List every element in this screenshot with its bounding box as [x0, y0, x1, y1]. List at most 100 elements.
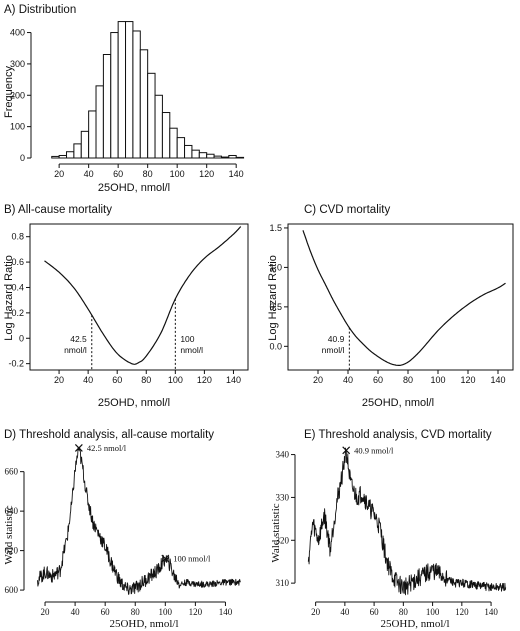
panel-b-x-tick-label: 120	[197, 375, 212, 385]
threshold-label-value: 100	[180, 334, 194, 344]
panel-d-y-tick-label: 620	[5, 546, 19, 556]
threshold-label-unit: nmol/l	[322, 345, 345, 355]
panel-e-title: E) Threshold analysis, CVD mortality	[304, 429, 492, 441]
peak-marker-x	[161, 554, 170, 563]
panel-a-title: A) Distribution	[4, 4, 76, 16]
panel-b-y-tick-label: 0.4	[11, 282, 24, 292]
panel-b-y-tick-label: 0.8	[11, 232, 24, 242]
threshold-label-value: 40.9	[328, 334, 345, 344]
panel-e-x-tick-label: 100	[426, 607, 440, 617]
panel-c-cvd-mortality: C) CVD mortality 20 40 60 80 100 120 140 0.0 0.5…	[267, 204, 514, 409]
panel-b-all-cause-mortality: B) All-cause mortality 20 40 60 80 100 120 140…	[3, 204, 249, 409]
peak-marker-label: 40.9 nmol/l	[354, 445, 394, 455]
panel-e-y-tick-label: 320	[276, 535, 290, 545]
panel-c-title: C) CVD mortality	[304, 204, 391, 216]
panel-c-x-tick-label: 80	[403, 375, 413, 385]
panel-e-threshold-cvd: E) Threshold analysis, CVD mortality 20 4…	[270, 429, 507, 630]
panel-d-y-tick-label: 640	[5, 506, 19, 516]
panel-e-x-tick-label: 60	[370, 607, 380, 617]
peak-marker-x	[74, 444, 83, 452]
panel-e-x-tick-label: 80	[399, 607, 409, 617]
threshold-label-unit: nmol/l	[64, 345, 87, 355]
panel-c-y-tick-label: 0.0	[269, 341, 282, 351]
histogram-bar	[139, 49, 149, 159]
panel-d-x-tick-label: 60	[101, 607, 111, 617]
histogram-bar	[206, 153, 215, 159]
panel-c-x-tick-label: 20	[313, 375, 323, 385]
panel-e-x-tick-label: 120	[455, 607, 469, 617]
panel-d-y-tick-label: 600	[5, 585, 19, 595]
panel-e-x-tick-label: 140	[484, 607, 498, 617]
panel-b-x-tick-label: 100	[168, 375, 183, 385]
histogram-bar	[73, 143, 82, 159]
panel-b-title: B) All-cause mortality	[4, 204, 112, 216]
panel-a-y-tick-label: 100	[10, 122, 25, 132]
histogram-bar	[132, 30, 141, 159]
panel-a-xlabel: 25OHD, nmol/l	[98, 182, 170, 194]
panel-e-curve	[307, 447, 507, 596]
panel-b-y-tick-label: -0.2	[8, 359, 24, 369]
panel-d-curve	[37, 446, 241, 595]
histogram-bar	[169, 127, 178, 159]
peak-marker-label: 100 nmol/l	[173, 554, 211, 564]
panel-e-y-tick-label: 330	[276, 492, 290, 502]
panel-a-x-tick-label: 120	[199, 169, 214, 179]
histogram-bar	[191, 149, 200, 159]
histogram-bar	[95, 85, 104, 159]
histogram-bar	[198, 152, 208, 159]
panel-d-ylabel: Wald statistic	[3, 505, 15, 564]
histogram-bar	[66, 151, 75, 159]
panel-c-plot-frame	[287, 223, 514, 371]
panel-b-x-tick-label: 60	[112, 375, 122, 385]
panel-a-y-tick-label: 300	[10, 59, 25, 69]
panel-a-x-tick-label: 80	[143, 169, 153, 179]
panel-b-y-tick-label: 0.2	[11, 308, 24, 318]
panel-a-x-tick-label: 40	[84, 169, 94, 179]
panel-c-ylabel: Log Hazard Ratio	[267, 255, 279, 341]
panel-e-ylabel: Wald statistic	[270, 503, 282, 562]
panel-c-x-tick-label: 120	[460, 375, 475, 385]
panel-c-y-tick-label: 1.5	[269, 223, 282, 233]
panel-c-curve	[302, 230, 506, 366]
panel-b-x-tick-label: 80	[141, 375, 151, 385]
panel-e-xlabel: 25OHD, nmol/l	[380, 618, 449, 630]
panel-d-x-tick-label: 40	[71, 607, 81, 617]
panel-e-y-tick-label: 310	[276, 578, 290, 588]
panel-d-title: D) Threshold analysis, all-cause mortali…	[4, 429, 214, 441]
panel-d-x-tick-label: 80	[131, 607, 141, 617]
panel-e-y-tick-label: 340	[276, 450, 290, 460]
panel-a-x-tick-label: 60	[113, 169, 123, 179]
panel-c-x-tick-label: 60	[373, 375, 383, 385]
panel-d-y-tick-label: 660	[5, 467, 19, 477]
histogram-bar	[102, 54, 112, 159]
panel-a-distribution: A) Distribution 20 40 60 80 100 120 140 0 100 200…	[3, 4, 245, 194]
panel-d-x-tick-label: 140	[219, 607, 233, 617]
panel-b-xlabel: 25OHD, nmol/l	[98, 397, 170, 409]
panel-a-x-tick-label: 20	[54, 169, 64, 179]
panel-c-y-tick-label: 0.5	[269, 302, 282, 312]
panel-c-x-tick-label: 140	[490, 375, 505, 385]
panel-a-y-tick-label: 200	[10, 90, 25, 100]
panel-b-plot-frame	[29, 223, 249, 371]
panel-d-x-tick-label: 100	[159, 607, 173, 617]
histogram-bar	[176, 137, 186, 159]
panel-b-ylabel: Log Hazard Ratio	[3, 255, 15, 341]
histogram-bar	[154, 94, 163, 159]
panel-a-ylabel: Frequency	[3, 66, 15, 118]
histogram-bar	[80, 130, 90, 159]
panel-a-x-tick-label: 140	[229, 169, 244, 179]
histogram-bar	[184, 144, 193, 159]
panel-b-curve	[44, 226, 242, 365]
panel-a-y-tick-label: 400	[10, 28, 25, 38]
panel-d-xlabel: 25OHD, nmol/l	[109, 618, 178, 630]
peak-marker-x	[342, 446, 351, 455]
panel-d-x-tick-label: 20	[41, 607, 51, 617]
panel-b-x-tick-label: 140	[226, 375, 241, 385]
histogram-bar	[161, 112, 171, 159]
panel-c-x-tick-label: 100	[430, 375, 445, 385]
histogram-bar	[147, 72, 156, 159]
histogram-bar	[88, 110, 97, 159]
threshold-label-value: 42.5	[70, 334, 87, 344]
panel-c-x-tick-label: 40	[343, 375, 353, 385]
